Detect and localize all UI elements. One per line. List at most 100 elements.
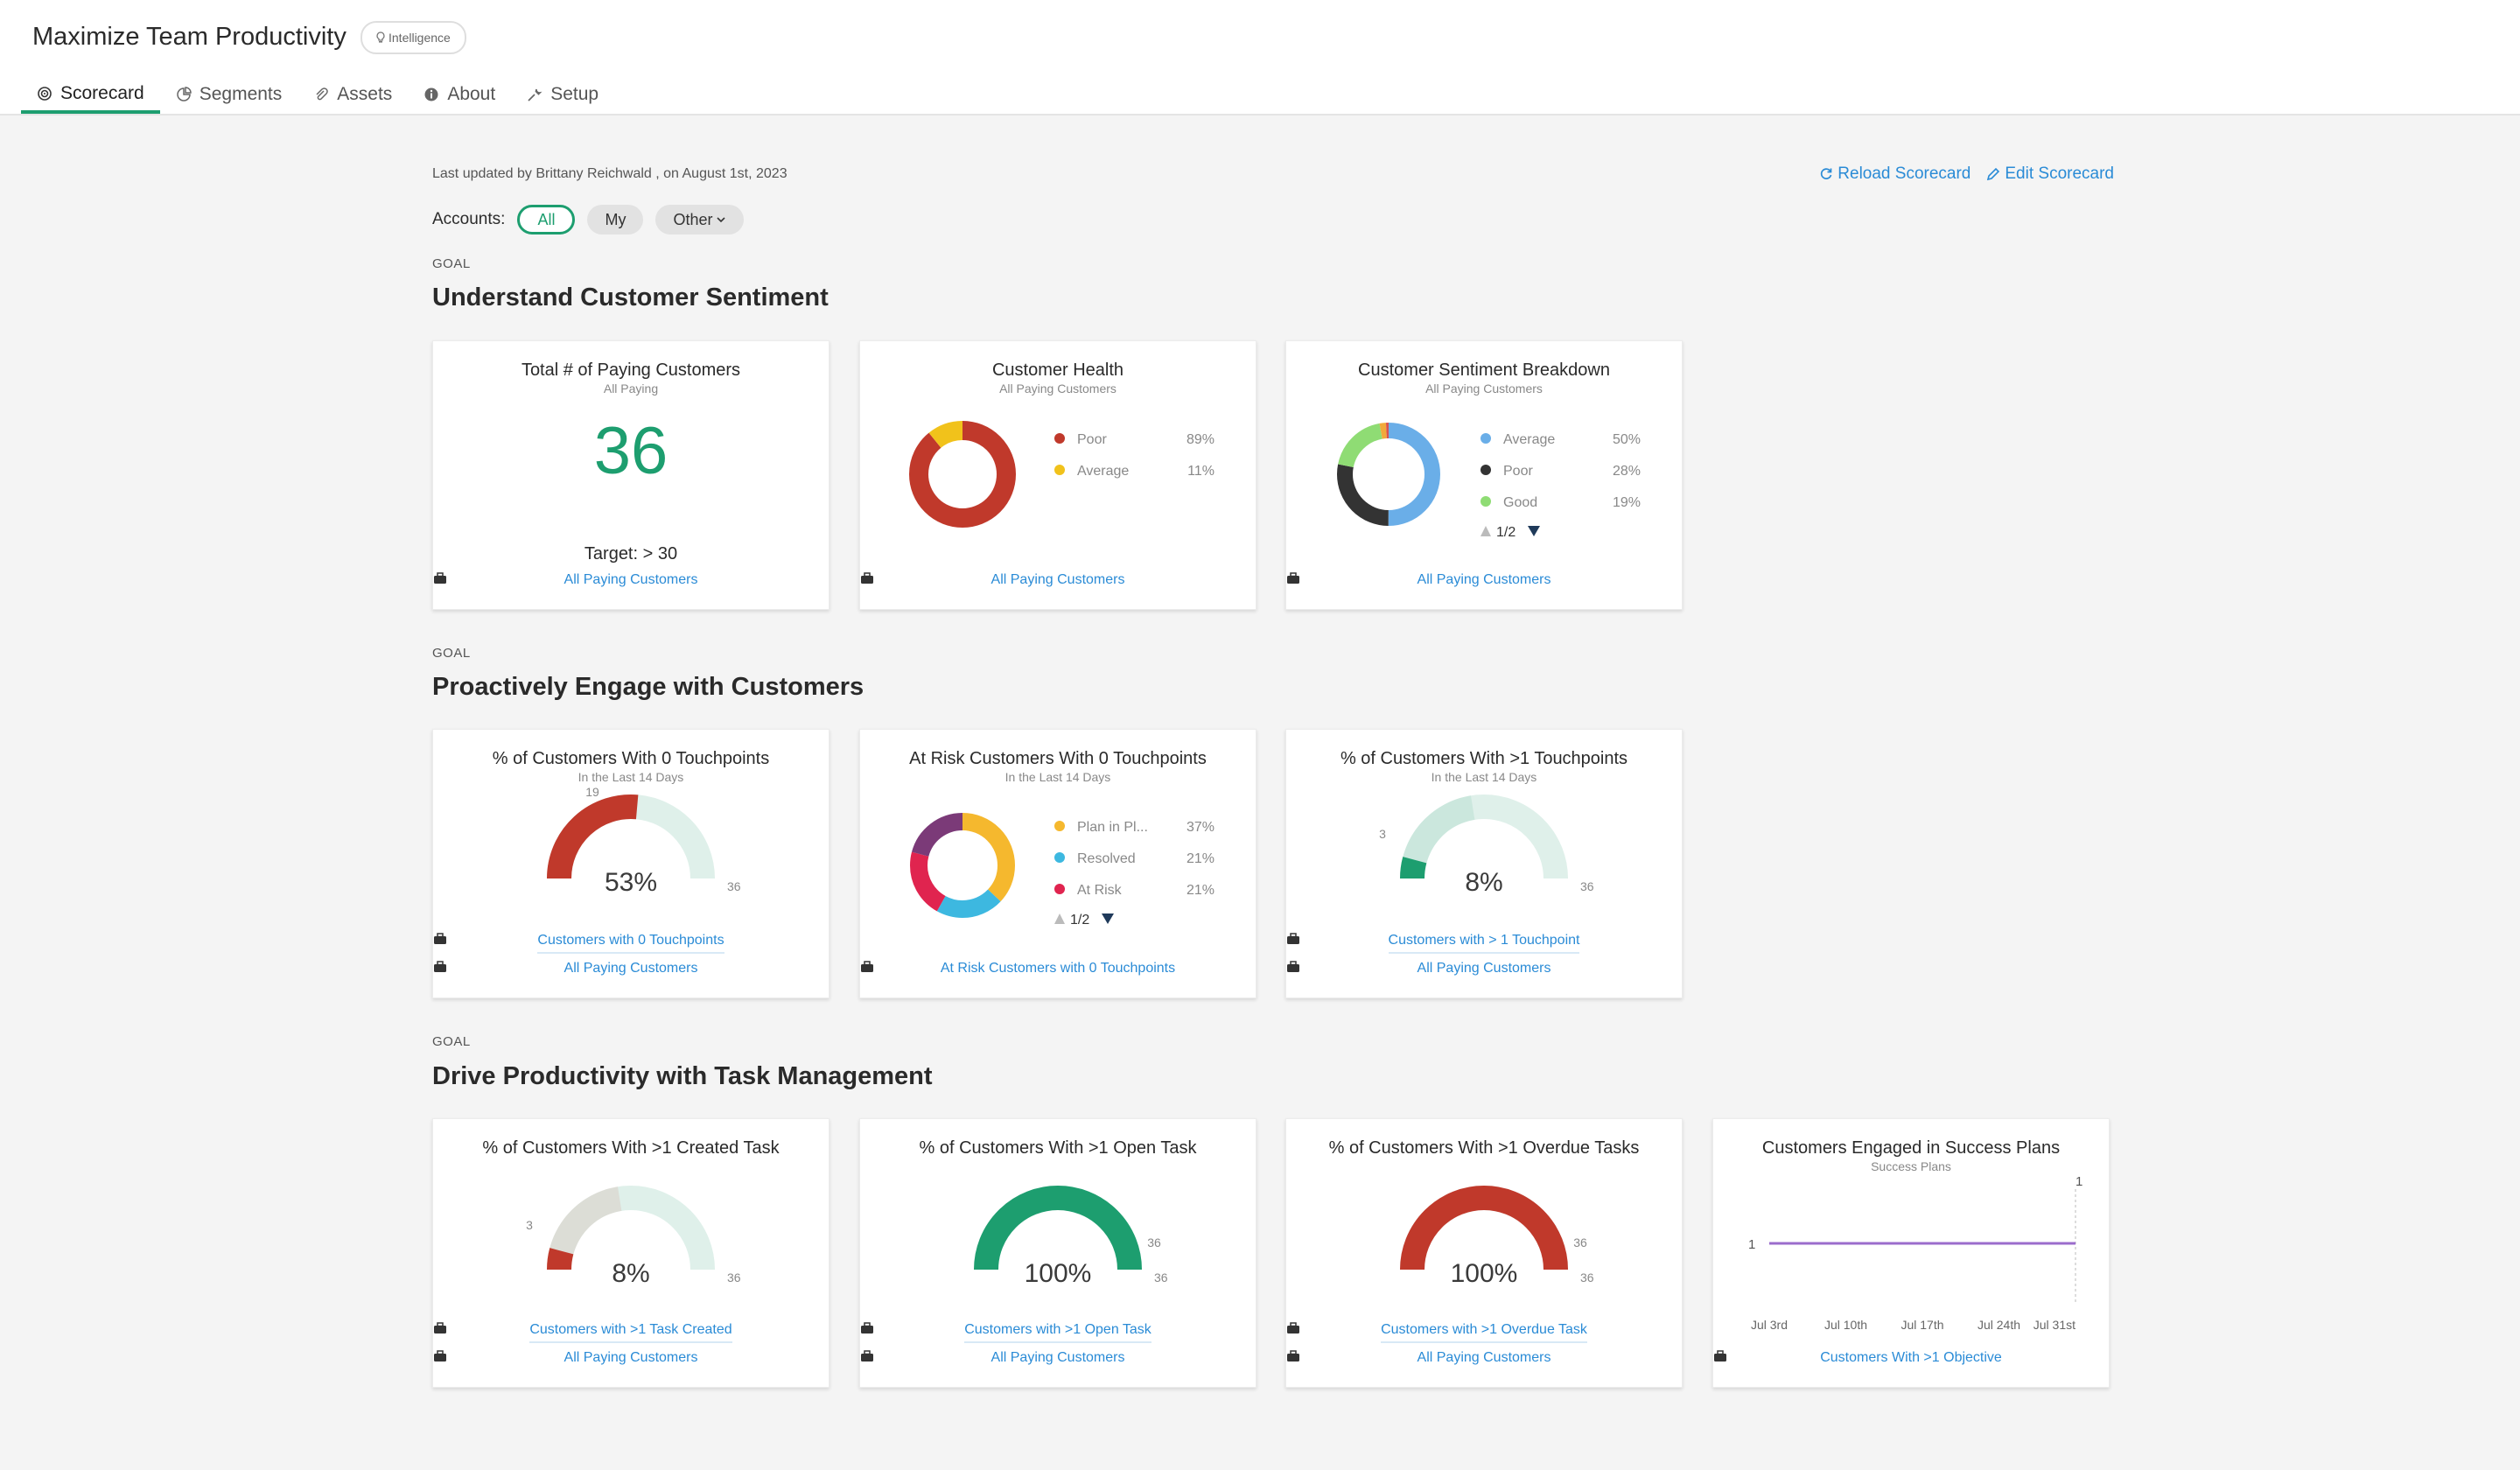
health-donut-chart: Poor 89% Average 11%	[909, 421, 1214, 528]
open-task-gauge: 100% 36 36	[974, 1186, 1168, 1288]
donut-slice[interactable]	[909, 421, 1016, 528]
link-label: Customers with >1 Task Created	[529, 1322, 732, 1343]
edit-scorecard-link[interactable]: Edit Scorecard	[1986, 164, 2114, 184]
legend-prev-arrow[interactable]	[1480, 526, 1491, 536]
link-label: At Risk Customers with 0 Touchpoints	[940, 961, 1176, 976]
tab-about[interactable]: About	[408, 77, 511, 112]
gauge-track	[1400, 794, 1568, 879]
legend-label: Average	[1503, 432, 1555, 447]
legend-label: At Risk	[1077, 883, 1123, 898]
briefcase-icon	[1287, 1322, 1299, 1334]
briefcase-icon	[1287, 933, 1299, 944]
briefcase-icon	[434, 933, 446, 944]
card-subtitle: In the Last 14 Days	[1004, 770, 1111, 784]
link-label: Customers with > 1 Touchpoint	[1388, 933, 1580, 954]
at-risk-donut-chart: Plan in Pl... 37% Resolved 21% At Risk 21% 1/2	[910, 813, 1214, 928]
y-tick-label-right: 1	[2076, 1174, 2082, 1189]
briefcase-icon	[1287, 1350, 1299, 1362]
legend-prev-arrow[interactable]	[1054, 914, 1065, 924]
card-link[interactable]: All Paying Customers	[433, 961, 829, 976]
tab-assets[interactable]: Assets	[298, 77, 408, 112]
card-link[interactable]: All Paying Customers	[860, 1350, 1256, 1366]
tab-label: Scorecard	[60, 83, 144, 103]
gauge-fill[interactable]	[547, 794, 639, 879]
card-title: Total # of Paying Customers	[521, 360, 741, 380]
card-link[interactable]: At Risk Customers with 0 Touchpoints	[860, 961, 1256, 976]
gauge-value-label: 3	[1379, 827, 1386, 841]
link-label: All Paying Customers	[1417, 572, 1551, 587]
legend-value: 89%	[1186, 432, 1214, 447]
donut-slice[interactable]	[1337, 423, 1440, 526]
legend-next-arrow[interactable]	[1102, 914, 1114, 924]
accounts-filter: Accounts: All My Other	[432, 205, 745, 234]
link-label: Customers with >1 Overdue Task	[1381, 1322, 1587, 1343]
tab-segments[interactable]: Segments	[160, 77, 298, 112]
card-title: At Risk Customers With 0 Touchpoints	[909, 749, 1207, 768]
reload-scorecard-link[interactable]: Reload Scorecard	[1819, 164, 1970, 184]
gauge-fill[interactable]	[1400, 1186, 1568, 1270]
gauge-fill[interactable]	[547, 1248, 574, 1270]
success-plans-line-chart: 1 1 Jul 3rd Jul 10th Jul 17th Jul 24th Jul 31s…	[1748, 1174, 2082, 1332]
gauge-percent: 53%	[605, 868, 657, 897]
legend-label: Poor	[1503, 464, 1533, 479]
x-tick-label: Jul 31st	[2034, 1318, 2076, 1332]
link-label: All Paying Customers	[990, 1350, 1125, 1365]
x-tick-label: Jul 3rd	[1751, 1318, 1788, 1332]
pencil-icon	[1987, 167, 2000, 181]
donut-slice[interactable]	[910, 813, 1015, 918]
filter-other-label: Other	[673, 210, 713, 228]
info-icon	[424, 88, 438, 102]
donut-slice[interactable]	[910, 813, 1015, 918]
card-link[interactable]: Customers with >1 Overdue Task	[1286, 1322, 1682, 1343]
card-subtitle: All Paying Customers	[999, 382, 1116, 396]
gauge-value-label: 3	[526, 1218, 533, 1232]
card-link[interactable]: All Paying Customers	[433, 572, 829, 588]
legend-pager: 1/2	[1070, 913, 1089, 928]
filter-my-button[interactable]: My	[587, 205, 644, 234]
donut-slice[interactable]	[1337, 423, 1440, 526]
legend-next-arrow[interactable]	[1528, 526, 1540, 536]
card-at-risk-touchpoints: At Risk Customers With 0 Touchpoints In …	[859, 729, 1256, 998]
link-label: All Paying Customers	[1417, 961, 1551, 976]
tab-scorecard[interactable]: Scorecard	[21, 77, 160, 114]
card-link[interactable]: Customers with >1 Open Task	[860, 1322, 1256, 1343]
legend-value: 11%	[1187, 464, 1214, 479]
link-label: Customers With >1 Objective	[1820, 1350, 2002, 1365]
link-label: Customers with 0 Touchpoints	[537, 933, 724, 954]
tab-setup[interactable]: Setup	[511, 77, 614, 112]
accounts-label: Accounts:	[432, 210, 506, 228]
gt1-touchpoints-gauge: 8% 36 3	[1379, 794, 1594, 897]
card-gt1-touchpoints: % of Customers With >1 Touchpoints In th…	[1285, 729, 1683, 998]
card-link[interactable]: Customers With >1 Objective	[1713, 1350, 2109, 1366]
pie-icon	[176, 87, 192, 102]
card-link[interactable]: Customers with 0 Touchpoints	[433, 933, 829, 954]
briefcase-icon	[1287, 961, 1299, 972]
briefcase-icon	[861, 572, 873, 584]
card-link[interactable]: All Paying Customers	[1286, 572, 1682, 588]
gauge-value-label: 36	[1147, 1236, 1161, 1250]
card-sentiment-breakdown: Customer Sentiment Breakdown All Paying …	[1285, 340, 1683, 610]
filter-all-button[interactable]: All	[517, 205, 576, 234]
legend-pager: 1/2	[1496, 525, 1516, 540]
intelligence-badge[interactable]: Intelligence	[360, 21, 466, 54]
card-link[interactable]: Customers with > 1 Touchpoint	[1286, 933, 1682, 954]
gauge-fill[interactable]	[974, 1186, 1142, 1270]
gauge-value-label: 19	[585, 785, 599, 799]
gauge-percent: 100%	[1451, 1259, 1518, 1288]
gauge-fill[interactable]	[1400, 857, 1427, 879]
card-link[interactable]: All Paying Customers	[433, 1350, 829, 1366]
card-title: Customer Health	[991, 360, 1124, 380]
card-title: Customer Sentiment Breakdown	[1358, 360, 1610, 380]
card-link[interactable]: All Paying Customers	[860, 572, 1256, 588]
filter-other-dropdown[interactable]: Other	[655, 205, 745, 234]
donut-slice[interactable]	[910, 813, 1015, 918]
card-link[interactable]: Customers with >1 Task Created	[433, 1322, 829, 1343]
donut-slice[interactable]	[909, 421, 1016, 528]
card-link[interactable]: All Paying Customers	[1286, 961, 1682, 976]
card-title: % of Customers With 0 Touchpoints	[492, 749, 770, 768]
goal-label: GOAL	[432, 1034, 471, 1049]
legend-value: 50%	[1613, 432, 1641, 447]
briefcase-icon	[1287, 572, 1299, 584]
legend-marker	[1054, 465, 1065, 475]
card-link[interactable]: All Paying Customers	[1286, 1350, 1682, 1366]
